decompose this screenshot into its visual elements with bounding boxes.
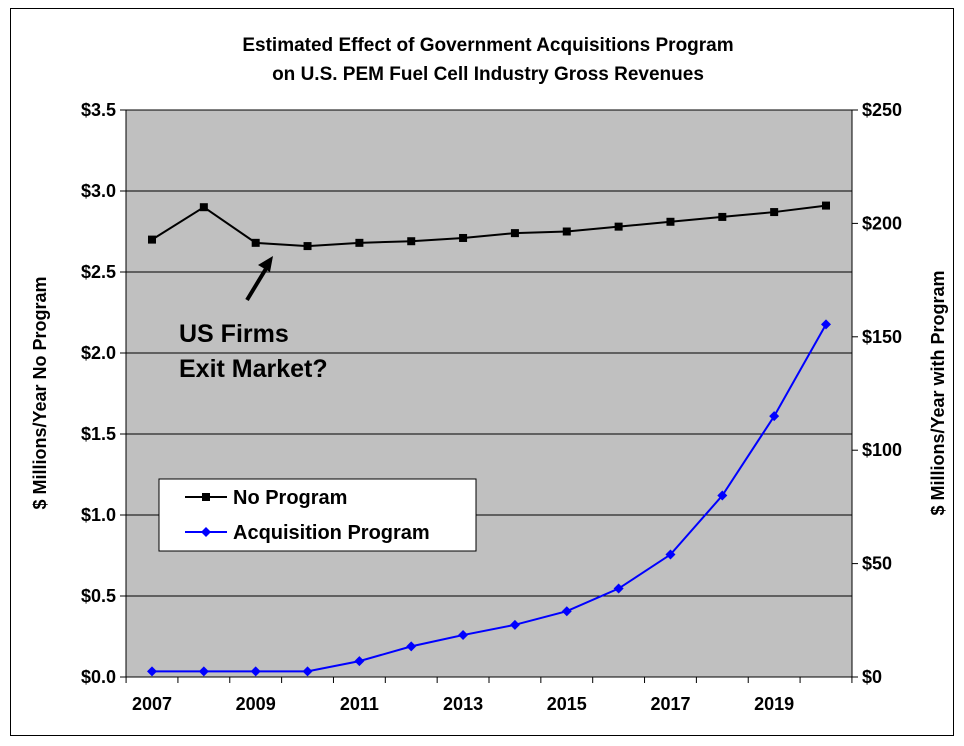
x-tick-label: 2015 (547, 694, 587, 714)
y-axis-left-title: $ Millions/Year No Program (30, 276, 50, 509)
annotation-line-2: Exit Market? (179, 355, 328, 383)
data-point-acquisition-program (458, 630, 469, 641)
data-point-acquisition-program (250, 666, 261, 677)
legend-box (158, 478, 477, 552)
legend: No Program Acquisition Program (158, 478, 477, 552)
data-point-acquisition-program (354, 656, 365, 667)
data-point-no-program (459, 233, 468, 242)
data-point-no-program (199, 203, 208, 212)
data-point-acquisition-program (147, 666, 157, 677)
y-right-tick-label: $100 (862, 440, 902, 460)
data-point-no-program (407, 237, 416, 246)
series-line-acquisition-program (152, 323, 827, 673)
data-point-acquisition-program (509, 619, 520, 630)
annotation: US Firms Exit Market? (179, 256, 328, 383)
data-point-acquisition-program (821, 319, 831, 330)
series-line-no-program (151, 204, 827, 248)
y-axis-right-title: $ Millions/Year with Program (928, 270, 948, 515)
data-point-acquisition-program (561, 606, 572, 617)
x-tick-label: 2007 (132, 694, 172, 714)
series-layer (147, 201, 831, 677)
y-axis-left-ticks: $0.0 $0.5 $1.0 $1.5 $2.0 $2.5 $3.0 $3.5 (81, 100, 126, 687)
chart-title-line-2: on U.S. PEM Fuel Cell Industry Gross Rev… (272, 64, 704, 85)
x-tick-label: 2013 (443, 694, 483, 714)
x-tick-label: 2009 (236, 694, 276, 714)
y-left-tick-label: $2.5 (81, 262, 116, 282)
data-point-acquisition-program (665, 549, 676, 560)
y-right-tick-label: $250 (862, 100, 902, 120)
y-left-tick-label: $3.0 (81, 181, 116, 201)
annotation-line-1: US Firms (179, 320, 289, 348)
y-axis-right-ticks: $0 $50 $100 $150 $200 $250 (852, 100, 902, 687)
y-left-tick-label: $3.5 (81, 100, 116, 120)
y-left-tick-label: $1.0 (81, 505, 116, 525)
legend-label-acquisition-program: Acquisition Program (233, 522, 430, 544)
data-point-acquisition-program (769, 411, 780, 422)
data-point-acquisition-program (717, 490, 728, 501)
data-point-acquisition-program (613, 583, 624, 594)
x-axis-ticks: 2007 2009 2011 2013 2015 2017 2019 (125, 677, 853, 714)
data-point-no-program (718, 212, 727, 221)
data-point-no-program (614, 222, 623, 231)
data-point-no-program (251, 238, 260, 247)
chart-frame: Estimated Effect of Government Acquisiti… (10, 8, 954, 736)
legend-label-no-program: No Program (233, 487, 347, 509)
y-left-tick-label: $0.0 (81, 667, 116, 687)
data-point-no-program (303, 242, 312, 251)
y-right-tick-label: $200 (862, 213, 902, 233)
data-point-no-program (822, 201, 830, 210)
x-tick-label: 2019 (754, 694, 794, 714)
data-point-no-program (666, 217, 675, 226)
y-right-tick-label: $50 (862, 554, 892, 574)
plot-area (125, 109, 853, 678)
data-point-acquisition-program (406, 641, 417, 652)
data-point-acquisition-program (198, 666, 209, 677)
x-tick-label: 2017 (650, 694, 690, 714)
y-right-tick-label: $150 (862, 327, 902, 347)
annotation-arrow-shaft (245, 265, 269, 302)
legend-marker-acquisition-program (201, 527, 211, 537)
x-tick-label: 2011 (340, 694, 379, 714)
data-point-no-program (510, 229, 519, 238)
legend-marker-no-program (202, 493, 210, 501)
data-point-no-program (355, 238, 364, 247)
data-point-no-program (770, 208, 779, 217)
y-right-tick-label: $0 (862, 667, 882, 687)
annotation-arrow-head (258, 256, 273, 272)
data-point-no-program (148, 235, 156, 244)
chart-title-line-1: Estimated Effect of Government Acquisiti… (242, 35, 733, 56)
chart: Estimated Effect of Government Acquisiti… (30, 35, 948, 714)
data-point-acquisition-program (302, 666, 313, 677)
y-left-tick-label: $2.0 (81, 343, 116, 363)
data-point-no-program (562, 227, 571, 236)
y-left-tick-label: $0.5 (81, 586, 116, 606)
y-left-tick-label: $1.5 (81, 424, 116, 444)
